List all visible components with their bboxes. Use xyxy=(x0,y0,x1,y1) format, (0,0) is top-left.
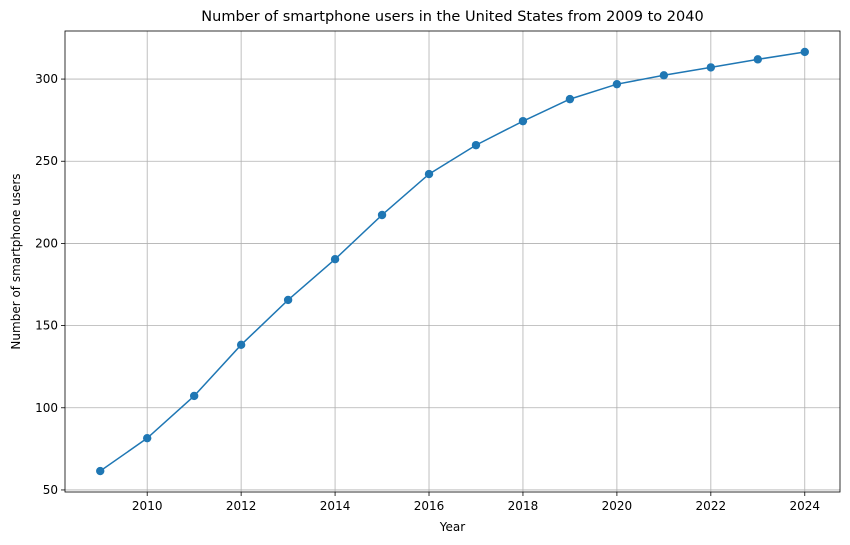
data-point xyxy=(96,466,105,476)
y-tick-label: 300 xyxy=(35,72,58,86)
x-tick-label: 2012 xyxy=(226,499,257,513)
data-point xyxy=(189,391,199,401)
y-axis-label: Number of smartphone users xyxy=(9,173,23,349)
data-point xyxy=(424,169,434,179)
data-point xyxy=(753,55,763,64)
data-point xyxy=(142,433,152,443)
data-point xyxy=(706,63,716,72)
plot-frame xyxy=(64,30,841,493)
x-axis-label: Year xyxy=(439,520,465,534)
x-tick-label: 2020 xyxy=(602,499,633,513)
data-point xyxy=(659,71,669,80)
y-tick-label: 100 xyxy=(35,401,58,415)
x-tick-label: 2022 xyxy=(696,499,727,513)
data-point xyxy=(377,210,387,220)
y-tick-label: 50 xyxy=(43,483,58,497)
data-point xyxy=(236,340,246,350)
x-tick-label: 2010 xyxy=(132,499,163,513)
y-tick-label: 150 xyxy=(35,319,58,333)
grid-layer xyxy=(65,31,840,492)
data-point xyxy=(565,94,575,104)
data-point xyxy=(800,47,809,57)
data-point xyxy=(330,254,340,264)
chart-title: Number of smartphone users in the United… xyxy=(201,9,703,25)
x-tick-label: 2016 xyxy=(414,499,445,513)
tick-layer: 2010 2012 2014 2016 2018 2020 2022 2024 50 100 150… xyxy=(35,72,820,513)
data-point xyxy=(471,140,481,150)
x-tick-label: 2024 xyxy=(789,499,820,513)
data-point xyxy=(283,295,293,305)
data-point xyxy=(612,79,622,89)
x-tick-label: 2018 xyxy=(508,499,539,513)
x-tick-label: 2014 xyxy=(320,499,351,513)
series-line xyxy=(99,51,805,472)
y-tick-label: 250 xyxy=(35,154,58,168)
data-point xyxy=(518,116,528,126)
y-tick-label: 200 xyxy=(35,236,58,250)
series-layer xyxy=(96,47,809,476)
